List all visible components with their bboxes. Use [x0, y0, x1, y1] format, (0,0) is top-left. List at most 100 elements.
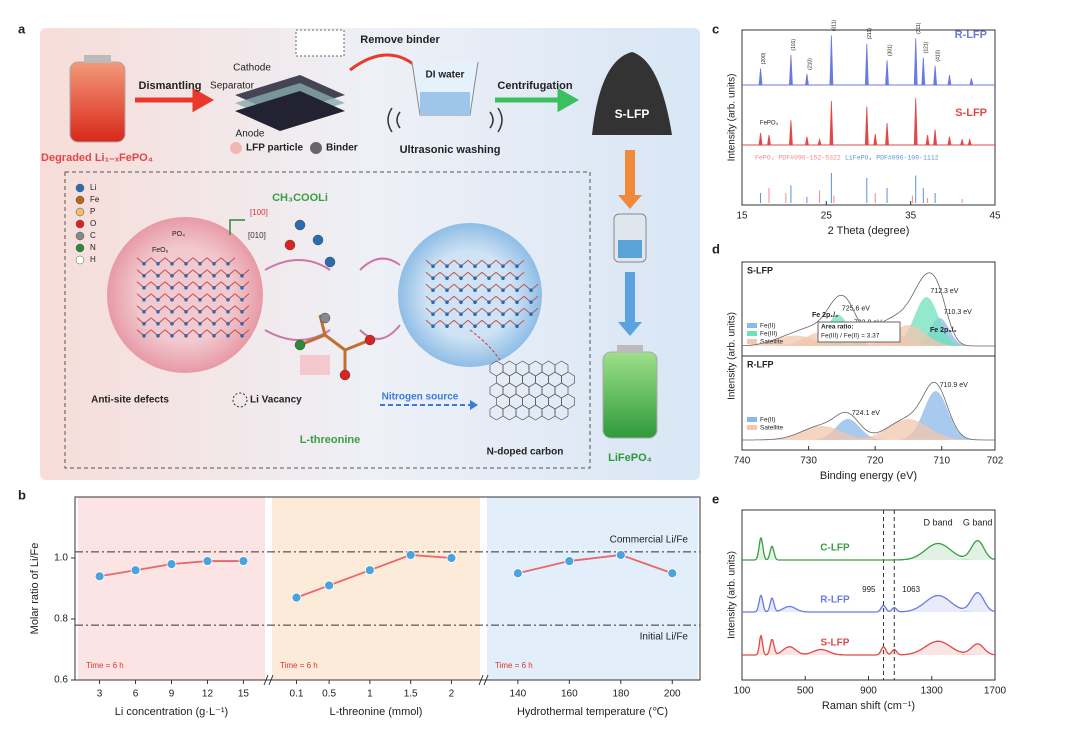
annotation: FePO₄ — [760, 121, 779, 127]
atom — [226, 262, 230, 266]
legend-particle — [230, 142, 242, 154]
peak-label: 724.1 eV — [852, 410, 880, 417]
ratio-text: Area ratio: — [821, 324, 854, 331]
atom — [212, 262, 216, 266]
dashed-line-label: 995 — [862, 585, 876, 594]
data-point — [512, 568, 523, 579]
atom — [226, 310, 230, 314]
atom-legend-dot — [75, 255, 85, 265]
x-tick-label: 100 — [734, 686, 751, 697]
peak — [758, 132, 763, 146]
atom — [240, 334, 244, 338]
atom — [501, 264, 505, 269]
peak-label: (101) — [791, 39, 797, 51]
peak-label: 725.6 eV — [842, 305, 870, 312]
atom — [515, 264, 519, 269]
legend-swatch — [747, 417, 757, 422]
peak — [921, 57, 926, 86]
feo6-label: FeO₆ — [152, 247, 169, 254]
x-tick-label: 740 — [734, 456, 751, 467]
atom-legend-label: C — [90, 231, 96, 240]
data-point — [238, 556, 249, 566]
series-label: C-LFP — [820, 543, 850, 554]
atom — [515, 276, 519, 281]
series-label: R-LFP — [820, 595, 850, 606]
step-label: Centrifugation — [497, 80, 572, 92]
atom — [184, 286, 188, 290]
arrow — [495, 87, 580, 113]
direction-label: [010] — [248, 231, 266, 240]
atom — [240, 286, 244, 290]
atom — [156, 262, 160, 266]
band-component — [755, 635, 767, 655]
step-label: Dismantling — [139, 80, 202, 92]
legend-label: Fe(III) — [760, 331, 777, 338]
band-component — [955, 592, 995, 612]
x-tick-label: 1300 — [921, 686, 944, 697]
spectrum — [742, 591, 996, 613]
peak — [933, 129, 938, 146]
subplot-label: S-LFP — [747, 265, 773, 275]
peak — [767, 135, 771, 146]
atom — [226, 298, 230, 302]
atom — [515, 324, 519, 329]
peak — [913, 98, 918, 146]
atom — [170, 286, 174, 290]
product-label: LiFePO₄ — [608, 452, 652, 464]
atom — [445, 300, 449, 305]
vacancy-symbol — [232, 392, 248, 408]
component-peak — [895, 391, 978, 440]
atom-legend-dot — [75, 183, 85, 193]
atom-legend-label: H — [90, 255, 96, 264]
band-component — [893, 543, 983, 560]
atom — [226, 286, 230, 290]
atom — [198, 310, 202, 314]
atom — [142, 298, 146, 302]
band-component — [955, 540, 995, 560]
data-point — [166, 559, 177, 569]
band-component — [754, 538, 768, 560]
segment-background — [487, 497, 698, 680]
atom — [184, 274, 188, 278]
defect-label: Anti-site defects — [91, 395, 169, 406]
peak-label: (011) — [832, 20, 838, 32]
band-component — [765, 598, 779, 612]
atom — [515, 312, 519, 317]
peak — [925, 135, 930, 146]
molecule-atom — [284, 239, 296, 251]
annotation: Time = 6 h — [280, 661, 318, 670]
anode-layer — [235, 91, 345, 131]
y-axis-label: Intensity (arb. units) — [727, 551, 738, 639]
x-axis-label: Binding energy (eV) — [820, 470, 917, 482]
peak — [933, 65, 938, 86]
x-tick-label: 9 — [169, 689, 175, 700]
panel-label: c — [712, 21, 719, 36]
peak-label: 710.3 eV — [944, 309, 972, 316]
legend-label: Fe(II) — [760, 417, 776, 424]
reference-label: Commercial Li/Fe — [610, 535, 689, 546]
particle-zoom — [295, 29, 345, 57]
band-component — [886, 607, 903, 612]
peak — [864, 43, 869, 86]
hexagon — [554, 404, 569, 421]
atom — [431, 300, 435, 305]
legend-swatch — [747, 331, 757, 336]
atom — [170, 298, 174, 302]
x-tick-label: 160 — [561, 689, 578, 700]
band-component — [767, 646, 812, 655]
atom — [473, 264, 477, 269]
legend-label: LFP particle — [246, 143, 303, 154]
molecule-atom — [364, 334, 376, 346]
atom — [198, 298, 202, 302]
component-peak — [726, 335, 866, 346]
x-tick-label: 15 — [736, 211, 748, 222]
atom — [501, 288, 505, 293]
po4-label: PO₄ — [172, 231, 185, 238]
atom — [156, 286, 160, 290]
layer-label: Anode — [236, 129, 265, 140]
atom-legend-label: O — [90, 219, 96, 228]
peak — [864, 106, 869, 146]
sound-waves — [387, 107, 503, 133]
plot-frame — [74, 496, 701, 681]
atom — [226, 322, 230, 326]
